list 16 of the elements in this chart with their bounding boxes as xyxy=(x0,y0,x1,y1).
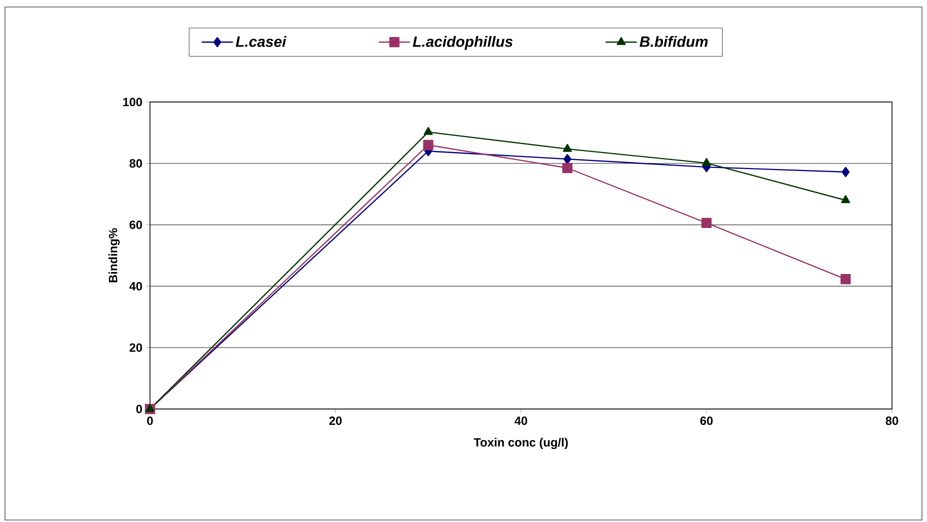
x-tick-label: 20 xyxy=(329,416,342,425)
legend-label: B.bifidum xyxy=(640,36,708,47)
y-tick-label: 100 xyxy=(123,98,142,106)
legend-label: L.casei xyxy=(236,36,286,47)
x-tick-label: 60 xyxy=(700,416,713,425)
y-tick-label: 60 xyxy=(130,220,142,230)
y-tick-label: 40 xyxy=(129,282,142,290)
x-tick-label: 40 xyxy=(514,416,528,425)
y-tick-label: 20 xyxy=(130,343,142,352)
x-tick-label: 80 xyxy=(886,416,898,425)
y-axis-title: Binding% xyxy=(108,228,120,282)
y-tick-label: 0 xyxy=(136,404,142,414)
x-tick-label: 0 xyxy=(147,416,153,425)
y-tick-label: 80 xyxy=(130,159,142,168)
x-axis-title: Toxin conc (ug/l) xyxy=(474,438,568,450)
legend-label: L.acidophillus xyxy=(412,36,513,50)
